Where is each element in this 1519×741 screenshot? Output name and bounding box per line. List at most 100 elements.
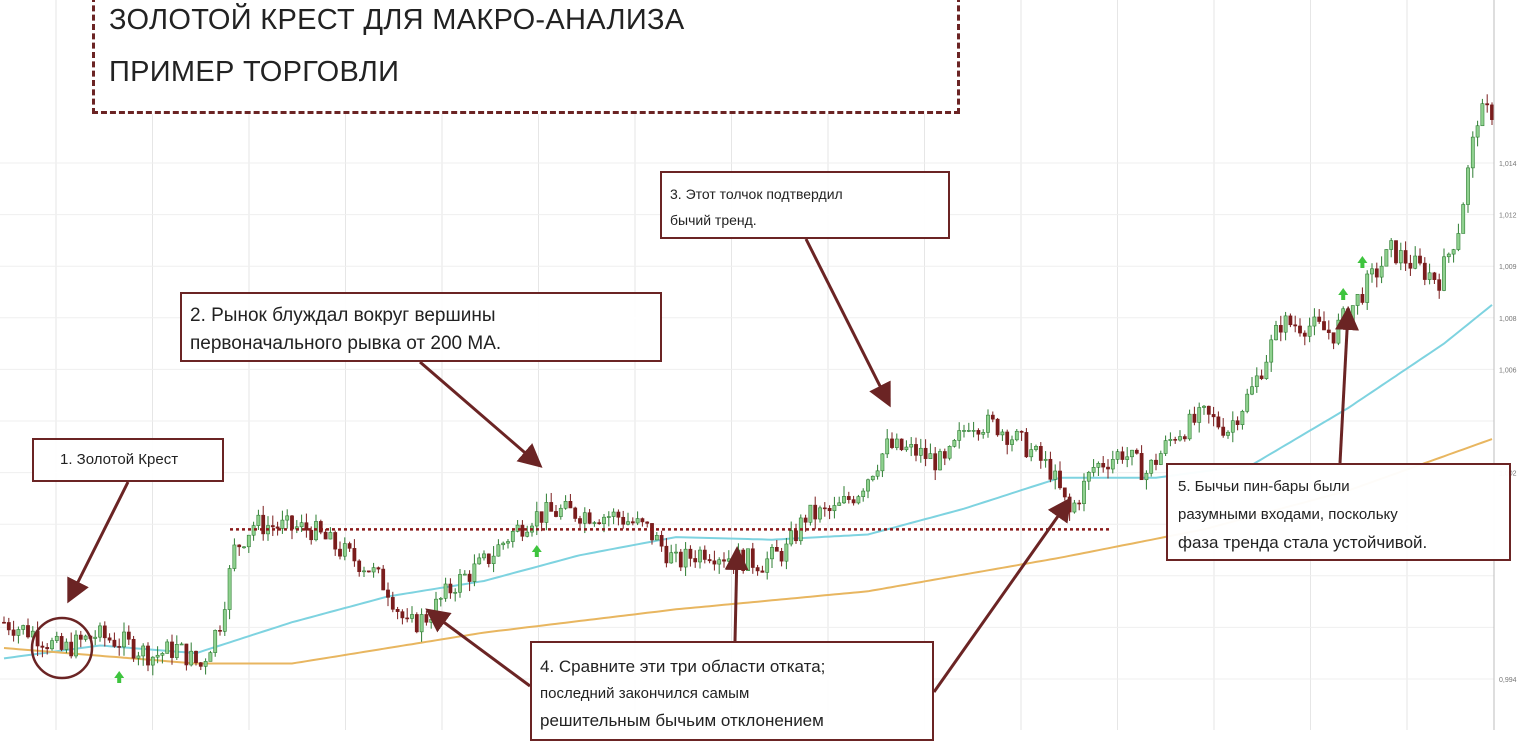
candle-body <box>837 502 842 506</box>
candle-body <box>635 518 640 524</box>
candle-body <box>275 526 280 529</box>
candle-body <box>1278 325 1283 333</box>
candle-body <box>1379 265 1384 278</box>
price-tick-label: 0,994 <box>1499 677 1517 684</box>
title-line-1: ЗОЛОТОЙ КРЕСТ ДЛЯ МАКРО-АНАЛИЗА <box>109 4 685 36</box>
candle-body <box>1336 319 1341 344</box>
candles <box>2 94 1494 676</box>
title-box: ЗОЛОТОЙ КРЕСТ ДЛЯ МАКРО-АНАЛИЗА ПРИМЕР Т… <box>92 0 960 114</box>
candle-body <box>213 630 218 653</box>
candle-body <box>83 635 88 640</box>
candle-body <box>770 547 774 560</box>
candle-body <box>59 636 64 650</box>
candle-body <box>1221 426 1226 436</box>
candle-body <box>160 653 165 656</box>
candle-body <box>1115 451 1120 460</box>
candle-body <box>549 502 554 512</box>
candle-body <box>846 496 851 500</box>
candle-body <box>1048 458 1053 480</box>
candle-body <box>256 514 261 526</box>
candle-body <box>1302 332 1307 337</box>
candle-body <box>1355 294 1360 306</box>
candle-body <box>1230 420 1235 433</box>
price-tick-label: 1,008 <box>1499 316 1517 323</box>
candle-body <box>1341 308 1346 321</box>
candle-body <box>1216 416 1221 428</box>
candle-body <box>1067 496 1072 513</box>
candle-body <box>1274 325 1278 341</box>
candle-body <box>784 543 789 562</box>
candle-body <box>650 523 654 541</box>
candle-body <box>122 631 126 648</box>
candle-body <box>1451 249 1456 255</box>
candle-body <box>544 502 549 523</box>
candle-body <box>818 507 822 520</box>
candle-body <box>688 548 693 559</box>
candle-body <box>1010 439 1014 445</box>
candle-body <box>453 591 458 594</box>
candle-body <box>803 517 808 523</box>
candle-body <box>1322 321 1326 331</box>
candle-body <box>285 515 290 521</box>
candle-body <box>74 634 78 657</box>
candle-body <box>323 531 328 540</box>
candle-body <box>640 518 645 523</box>
candle-body <box>582 512 587 524</box>
candle-body <box>630 521 635 524</box>
candle-body <box>1398 250 1403 264</box>
candle-body <box>184 643 189 666</box>
candle-body <box>208 652 213 662</box>
candle-body <box>352 548 357 562</box>
candle-body <box>1365 273 1370 303</box>
candle-body <box>755 567 760 572</box>
candle-body <box>563 501 568 509</box>
candle-body <box>664 545 669 564</box>
candle-body <box>443 583 448 599</box>
candle-body <box>141 645 146 657</box>
candle-body <box>1082 480 1086 504</box>
candle-body <box>112 639 117 647</box>
price-tick-label: 1,006 <box>1499 367 1517 374</box>
candle-body <box>328 532 333 540</box>
candle-body <box>1096 463 1101 468</box>
candle-body <box>424 614 429 623</box>
candle-body <box>611 511 616 517</box>
candle-body <box>1168 439 1173 441</box>
candle-body <box>621 516 626 525</box>
candle-body <box>1374 268 1379 278</box>
candle-body <box>986 414 990 433</box>
candle-body <box>93 636 98 639</box>
candle-body <box>1442 256 1446 291</box>
candle-body <box>674 551 678 554</box>
candle-body <box>136 655 141 659</box>
candle-body <box>1254 375 1259 388</box>
candle-body <box>592 522 597 524</box>
candle-body <box>179 643 184 646</box>
candle-body <box>174 644 179 658</box>
price-tick-label: 1,012 <box>1499 213 1517 220</box>
candle-body <box>150 656 155 666</box>
candle-body <box>774 547 779 552</box>
candle-body <box>381 568 386 591</box>
candle-body <box>270 525 275 528</box>
annotation-3-line-2: бычий тренд. <box>670 212 757 228</box>
candle-body <box>966 430 971 432</box>
candle-body <box>1461 204 1466 234</box>
candle-body <box>1408 262 1413 269</box>
candle-body <box>1187 413 1192 440</box>
annotation-pointers <box>30 238 1360 693</box>
annotation-arrow <box>425 608 531 688</box>
candle-body <box>117 646 122 648</box>
candle-body <box>1077 502 1082 505</box>
candle-body <box>712 560 717 565</box>
candle-body <box>78 634 83 640</box>
candle-body <box>1298 325 1302 334</box>
candle-body <box>242 546 246 549</box>
candle-body <box>347 543 352 549</box>
candle-body <box>26 625 30 638</box>
signal-arrows <box>114 256 1368 683</box>
candle-body <box>1259 375 1264 379</box>
candle-body <box>1250 386 1254 395</box>
annotation-arrow <box>419 360 543 468</box>
candle-body <box>693 558 698 563</box>
